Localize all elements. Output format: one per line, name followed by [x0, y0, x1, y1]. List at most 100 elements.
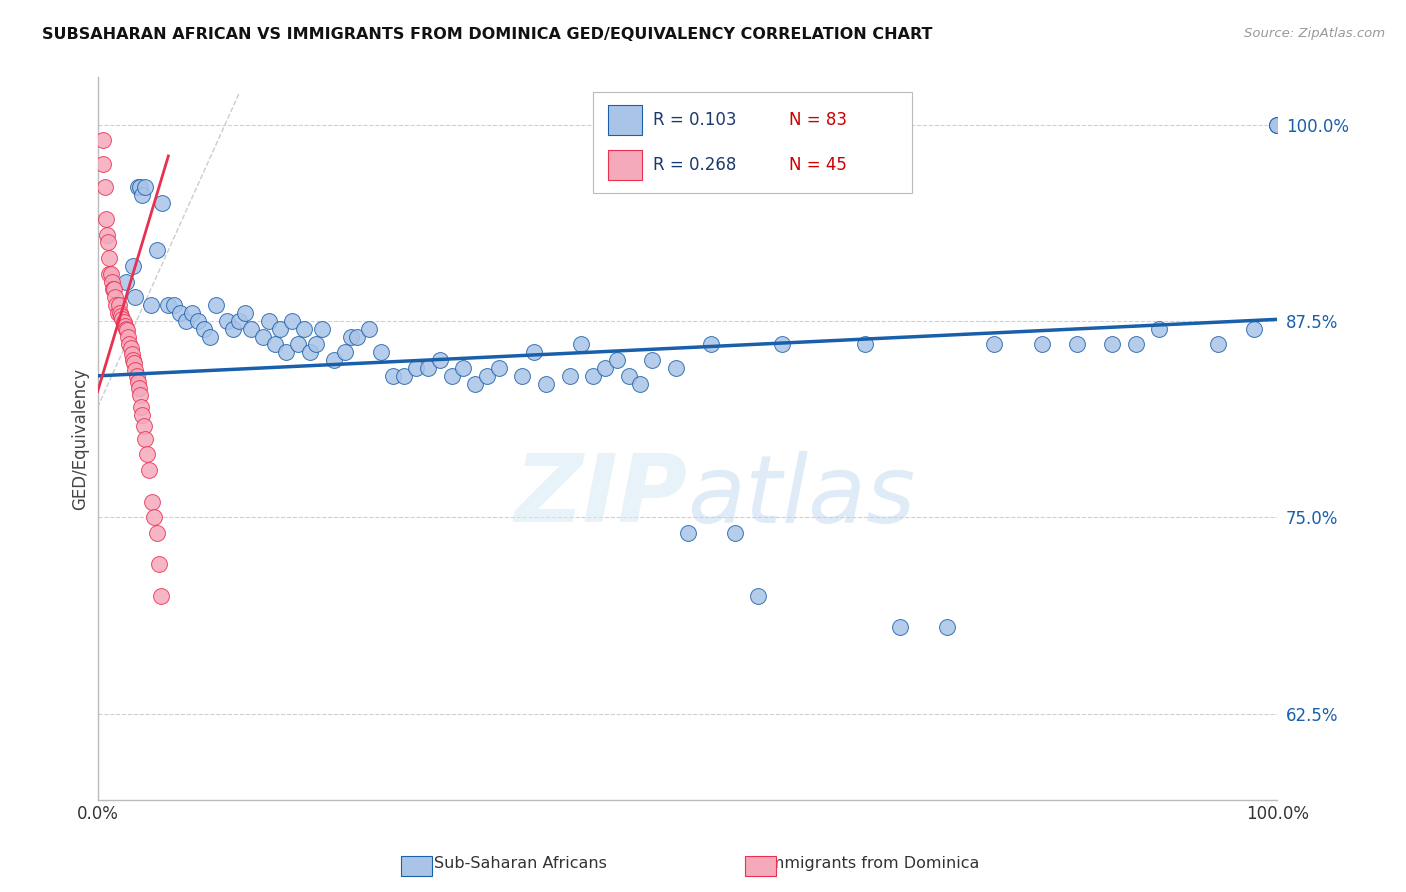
- Point: [103, 283, 125, 297]
- Point: [305, 337, 328, 351]
- Point: [475, 368, 498, 383]
- Point: [181, 306, 204, 320]
- Point: [228, 314, 250, 328]
- Point: [1267, 118, 1289, 132]
- Point: [110, 309, 132, 323]
- Point: [405, 361, 427, 376]
- Text: Sub-Saharan Africans: Sub-Saharan Africans: [434, 856, 606, 871]
- Point: [936, 620, 959, 634]
- Point: [1149, 322, 1171, 336]
- Text: R = 0.103: R = 0.103: [654, 111, 737, 128]
- Point: [98, 267, 121, 281]
- Point: [416, 361, 439, 376]
- FancyBboxPatch shape: [609, 104, 641, 135]
- Point: [252, 329, 274, 343]
- Point: [114, 318, 136, 333]
- Point: [94, 211, 117, 226]
- FancyBboxPatch shape: [593, 92, 911, 193]
- Point: [163, 298, 186, 312]
- Point: [98, 251, 121, 265]
- Point: [322, 353, 344, 368]
- Point: [122, 259, 145, 273]
- Point: [983, 337, 1005, 351]
- Point: [134, 180, 156, 194]
- Point: [111, 312, 134, 326]
- Point: [292, 322, 315, 336]
- Point: [136, 447, 159, 461]
- Text: atlas: atlas: [688, 451, 915, 542]
- Point: [141, 494, 163, 508]
- Point: [100, 267, 122, 281]
- Point: [770, 337, 793, 351]
- Point: [1031, 337, 1053, 351]
- Point: [700, 337, 723, 351]
- Point: [617, 368, 640, 383]
- Point: [534, 376, 557, 391]
- Point: [152, 196, 174, 211]
- Point: [204, 298, 226, 312]
- Point: [128, 381, 150, 395]
- Point: [117, 329, 139, 343]
- Point: [1243, 322, 1265, 336]
- Point: [157, 298, 180, 312]
- Point: [145, 525, 167, 540]
- Y-axis label: GED/Equivalency: GED/Equivalency: [72, 368, 89, 509]
- Point: [125, 368, 148, 383]
- Point: [381, 368, 404, 383]
- Text: R = 0.268: R = 0.268: [654, 156, 737, 174]
- Point: [512, 368, 534, 383]
- FancyBboxPatch shape: [609, 150, 641, 180]
- Point: [129, 401, 152, 415]
- Point: [269, 322, 291, 336]
- Point: [239, 322, 262, 336]
- Point: [122, 356, 145, 370]
- Point: [127, 375, 149, 389]
- Text: N = 45: N = 45: [789, 156, 846, 174]
- Point: [747, 589, 769, 603]
- Point: [124, 362, 146, 376]
- Point: [105, 298, 128, 312]
- Point: [148, 558, 170, 572]
- Point: [665, 361, 688, 376]
- Text: N = 83: N = 83: [789, 111, 846, 128]
- Point: [101, 283, 124, 297]
- Point: [107, 306, 129, 320]
- Point: [115, 322, 138, 336]
- Point: [134, 432, 156, 446]
- Point: [1267, 118, 1289, 132]
- Point: [174, 314, 197, 328]
- Point: [138, 463, 160, 477]
- Point: [93, 180, 115, 194]
- Point: [1267, 118, 1289, 132]
- Point: [453, 361, 475, 376]
- Text: Source: ZipAtlas.com: Source: ZipAtlas.com: [1244, 27, 1385, 40]
- Point: [287, 337, 309, 351]
- Point: [115, 323, 138, 337]
- Point: [335, 345, 357, 359]
- Point: [108, 306, 131, 320]
- Point: [131, 188, 153, 202]
- Point: [281, 314, 304, 328]
- Point: [97, 235, 120, 250]
- Point: [150, 589, 173, 603]
- Point: [1066, 337, 1088, 351]
- Point: [346, 329, 368, 343]
- Point: [1101, 337, 1123, 351]
- Text: ZIP: ZIP: [515, 450, 688, 542]
- Point: [132, 419, 155, 434]
- Point: [193, 322, 215, 336]
- Point: [131, 408, 153, 422]
- Point: [129, 387, 152, 401]
- Point: [311, 322, 333, 336]
- Point: [676, 525, 699, 540]
- Point: [593, 361, 616, 376]
- Text: Immigrants from Dominica: Immigrants from Dominica: [763, 856, 980, 871]
- Point: [121, 347, 143, 361]
- Point: [853, 337, 876, 351]
- Point: [1125, 337, 1147, 351]
- Point: [298, 345, 321, 359]
- Point: [115, 275, 138, 289]
- Point: [222, 322, 245, 336]
- Point: [257, 314, 280, 328]
- Point: [357, 322, 380, 336]
